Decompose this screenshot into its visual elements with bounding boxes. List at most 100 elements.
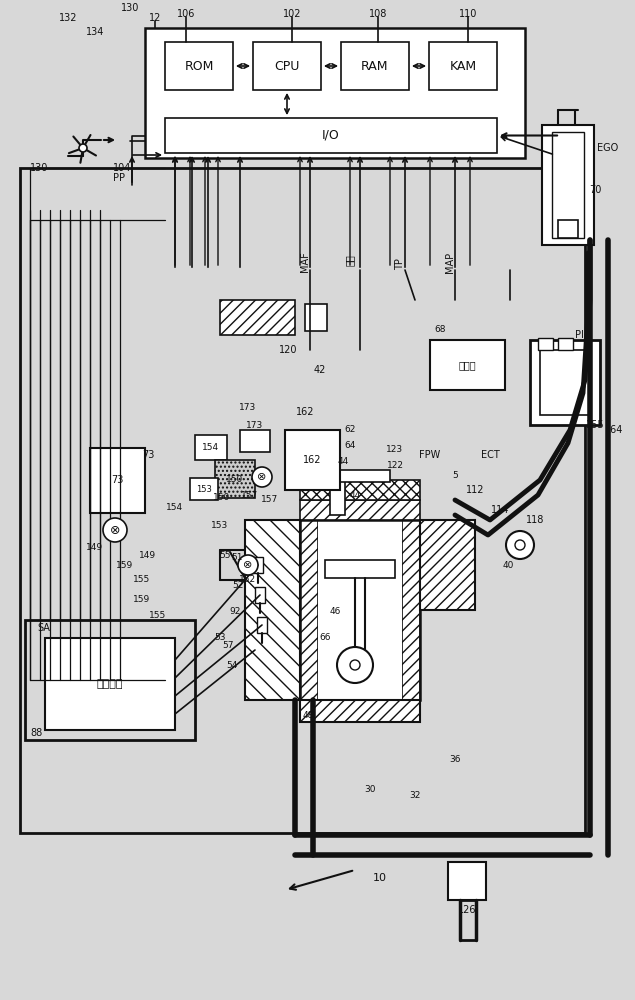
Bar bbox=[538, 338, 553, 350]
Text: 48: 48 bbox=[302, 710, 314, 720]
Text: 150: 150 bbox=[226, 475, 244, 484]
Text: 62: 62 bbox=[344, 426, 356, 434]
Bar bbox=[300, 700, 420, 722]
Circle shape bbox=[515, 540, 525, 550]
Text: 159: 159 bbox=[116, 560, 133, 570]
Bar bbox=[195, 435, 227, 460]
Text: 149: 149 bbox=[86, 544, 104, 552]
Text: TP: TP bbox=[395, 258, 405, 270]
Text: 110: 110 bbox=[459, 9, 477, 19]
Text: KAM: KAM bbox=[450, 60, 476, 73]
Bar bbox=[253, 557, 263, 573]
Text: I/O: I/O bbox=[322, 129, 340, 142]
Bar bbox=[245, 520, 300, 700]
Circle shape bbox=[350, 660, 360, 670]
Text: ⊗: ⊗ bbox=[243, 560, 253, 570]
Text: 12: 12 bbox=[149, 13, 161, 23]
Text: PP: PP bbox=[113, 173, 125, 183]
Text: 40: 40 bbox=[502, 560, 514, 570]
Bar bbox=[325, 560, 395, 578]
Text: 44: 44 bbox=[337, 458, 349, 466]
Text: FPW: FPW bbox=[419, 450, 441, 460]
Bar bbox=[300, 520, 318, 700]
Text: 73: 73 bbox=[111, 475, 123, 485]
Text: 68: 68 bbox=[434, 326, 446, 334]
Text: 150: 150 bbox=[213, 493, 231, 502]
Bar bbox=[220, 300, 295, 335]
Bar bbox=[285, 430, 340, 490]
Text: 106: 106 bbox=[177, 9, 195, 19]
Bar bbox=[542, 125, 594, 245]
Bar bbox=[300, 700, 420, 722]
Text: 149: 149 bbox=[140, 550, 157, 560]
Bar bbox=[45, 638, 175, 730]
Bar bbox=[300, 480, 420, 500]
Text: MAF: MAF bbox=[300, 252, 310, 272]
Text: 120: 120 bbox=[279, 345, 297, 355]
Text: 52: 52 bbox=[232, 580, 244, 589]
Text: 157: 157 bbox=[262, 495, 279, 504]
Text: 154: 154 bbox=[166, 504, 184, 512]
Text: 153: 153 bbox=[196, 485, 212, 493]
Text: 驱动器: 驱动器 bbox=[458, 360, 476, 370]
Text: 73: 73 bbox=[142, 450, 154, 460]
Bar bbox=[300, 520, 420, 700]
Bar bbox=[420, 520, 475, 610]
Bar bbox=[429, 42, 497, 90]
Circle shape bbox=[506, 531, 534, 559]
Text: 173: 173 bbox=[239, 403, 257, 412]
Circle shape bbox=[337, 647, 373, 683]
Text: ECT: ECT bbox=[481, 450, 499, 460]
Text: 159: 159 bbox=[133, 595, 150, 604]
Text: 162: 162 bbox=[296, 407, 314, 417]
Bar bbox=[257, 617, 267, 633]
Text: 155: 155 bbox=[133, 576, 150, 584]
Text: PIP: PIP bbox=[575, 330, 589, 340]
Text: 53: 53 bbox=[214, 634, 226, 643]
Text: 57: 57 bbox=[222, 641, 234, 650]
Text: 122: 122 bbox=[387, 460, 403, 470]
Bar bbox=[318, 520, 402, 700]
Circle shape bbox=[79, 144, 87, 152]
Text: CPU: CPU bbox=[274, 60, 300, 73]
Bar bbox=[341, 42, 409, 90]
Bar bbox=[430, 340, 505, 390]
Bar bbox=[448, 862, 486, 900]
Text: 164: 164 bbox=[605, 425, 624, 435]
Text: 130: 130 bbox=[121, 3, 139, 13]
Circle shape bbox=[238, 555, 258, 575]
Circle shape bbox=[103, 518, 127, 542]
Bar bbox=[530, 340, 600, 425]
Bar bbox=[330, 480, 345, 515]
Text: 5: 5 bbox=[452, 471, 458, 480]
Text: 155: 155 bbox=[585, 420, 605, 430]
Text: 点火系统: 点火系统 bbox=[97, 679, 123, 689]
Text: 130: 130 bbox=[30, 163, 48, 173]
Text: RAM: RAM bbox=[361, 60, 389, 73]
Text: 112: 112 bbox=[465, 485, 485, 495]
Text: 51: 51 bbox=[231, 554, 243, 562]
Bar bbox=[245, 520, 300, 700]
Text: 152: 152 bbox=[239, 576, 257, 584]
Bar bbox=[300, 700, 420, 722]
Text: MAP: MAP bbox=[445, 251, 455, 273]
Bar bbox=[240, 430, 270, 452]
Text: 173: 173 bbox=[246, 420, 264, 430]
Text: 153: 153 bbox=[211, 520, 229, 530]
Text: 123: 123 bbox=[387, 446, 404, 454]
Bar bbox=[558, 338, 573, 350]
Bar bbox=[215, 460, 255, 498]
Bar bbox=[300, 500, 420, 520]
Bar bbox=[90, 448, 145, 513]
Text: 44: 44 bbox=[350, 490, 361, 499]
Text: 88: 88 bbox=[30, 728, 43, 738]
Text: 64: 64 bbox=[344, 440, 356, 450]
Text: 134: 134 bbox=[86, 27, 104, 37]
Text: 42: 42 bbox=[314, 365, 326, 375]
Text: 增压: 增压 bbox=[345, 254, 355, 266]
Text: 54: 54 bbox=[226, 660, 237, 670]
Circle shape bbox=[252, 467, 272, 487]
Bar bbox=[305, 304, 327, 331]
Text: 157: 157 bbox=[241, 490, 258, 499]
Text: 132: 132 bbox=[59, 13, 77, 23]
